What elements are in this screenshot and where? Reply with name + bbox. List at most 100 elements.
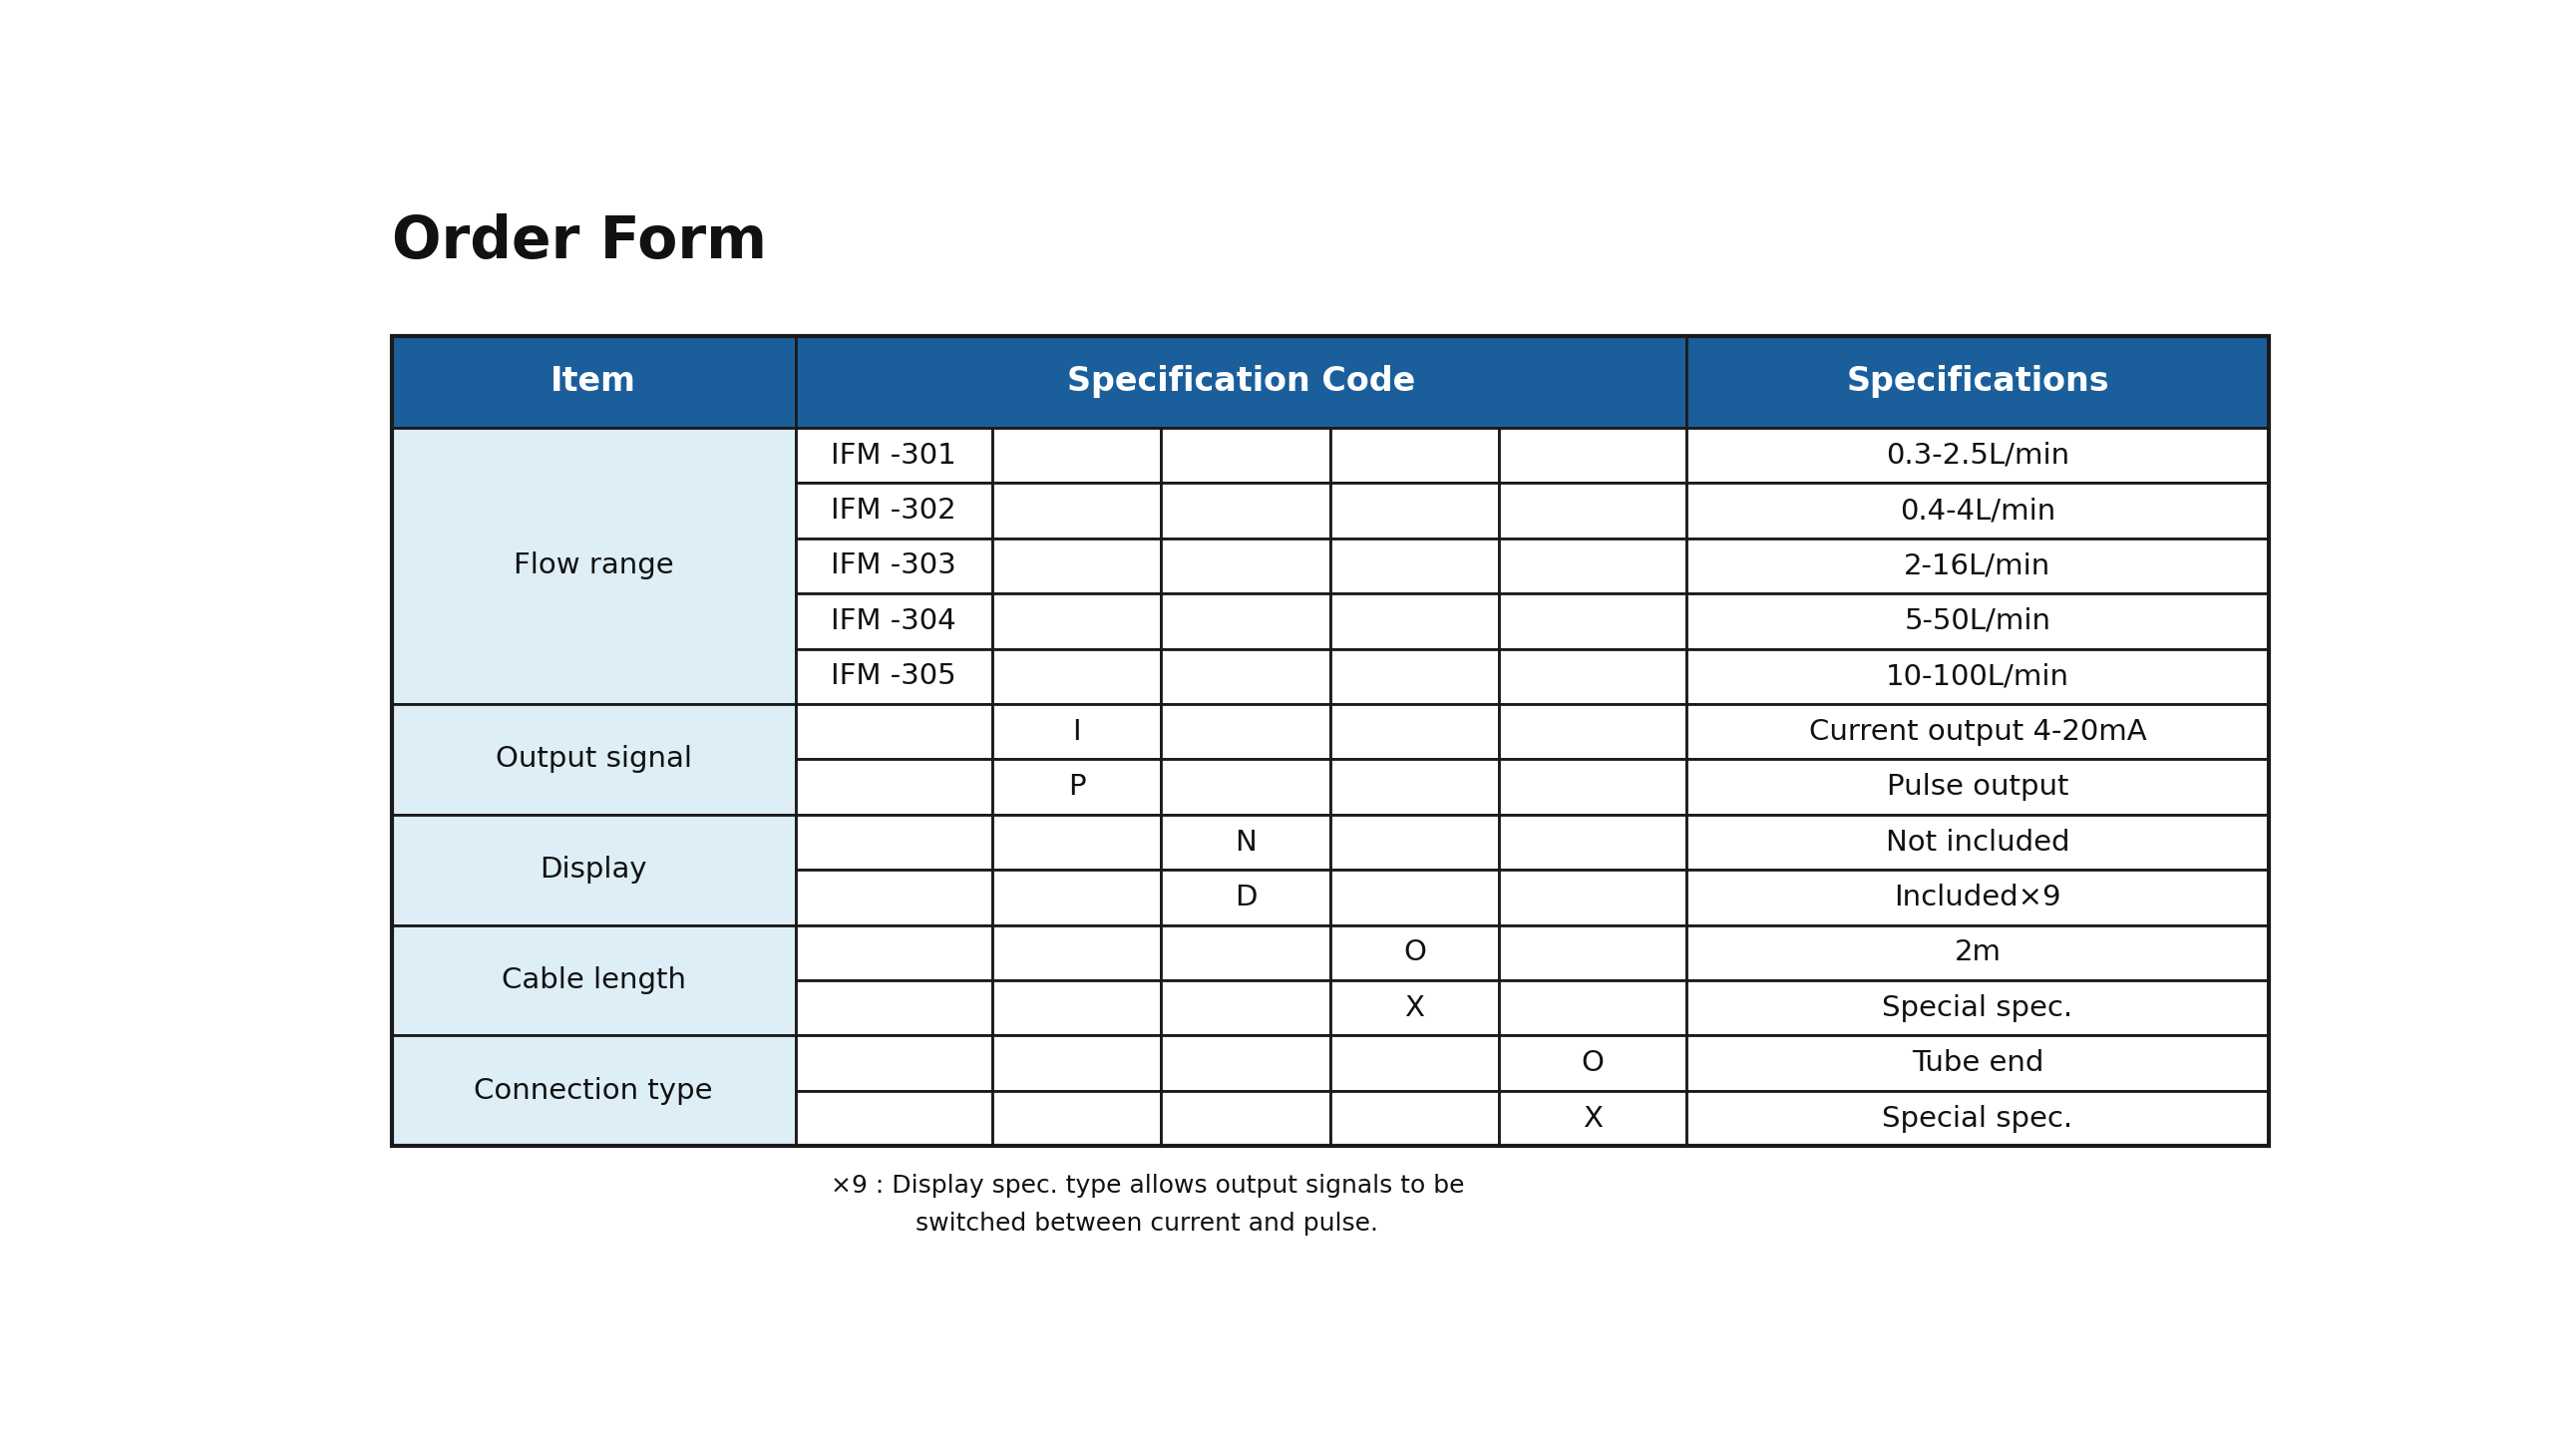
- Bar: [796, 981, 992, 1036]
- Bar: [1687, 814, 2269, 869]
- Text: Special spec.: Special spec.: [1883, 994, 2074, 1022]
- Text: Output signal: Output signal: [495, 746, 693, 773]
- Bar: [1329, 869, 1499, 926]
- Text: 10-100L/min: 10-100L/min: [1886, 663, 2069, 691]
- Bar: [1499, 483, 1687, 538]
- Bar: [992, 926, 1162, 981]
- Text: 2-16L/min: 2-16L/min: [1904, 551, 2050, 580]
- Bar: [392, 428, 796, 704]
- Bar: [1687, 1036, 2269, 1091]
- Bar: [1499, 814, 1687, 869]
- Bar: [1499, 759, 1687, 814]
- Bar: [1499, 428, 1687, 483]
- Bar: [796, 593, 992, 649]
- Bar: [392, 1036, 796, 1146]
- Text: Tube end: Tube end: [1911, 1049, 2043, 1077]
- Text: 5-50L/min: 5-50L/min: [1904, 607, 2050, 636]
- Bar: [1162, 428, 1329, 483]
- Bar: [1329, 704, 1499, 759]
- Bar: [1162, 869, 1329, 926]
- Text: Special spec.: Special spec.: [1883, 1104, 2074, 1132]
- Bar: [392, 704, 796, 814]
- Bar: [1329, 981, 1499, 1036]
- Bar: [1162, 649, 1329, 704]
- Bar: [1499, 649, 1687, 704]
- Bar: [1499, 981, 1687, 1036]
- Bar: [1162, 704, 1329, 759]
- Bar: [992, 649, 1162, 704]
- Bar: [796, 337, 1687, 428]
- Bar: [1162, 981, 1329, 1036]
- Text: Flow range: Flow range: [513, 551, 675, 580]
- Text: X: X: [1404, 994, 1425, 1022]
- Text: Cable length: Cable length: [502, 966, 685, 994]
- Bar: [1687, 428, 2269, 483]
- Bar: [1329, 428, 1499, 483]
- Text: 2m: 2m: [1955, 939, 2002, 966]
- Text: I: I: [1072, 718, 1082, 746]
- Text: Display: Display: [541, 856, 647, 884]
- Bar: [1687, 704, 2269, 759]
- Bar: [1162, 593, 1329, 649]
- Bar: [1687, 926, 2269, 981]
- Bar: [796, 428, 992, 483]
- Text: D: D: [1234, 884, 1257, 911]
- Bar: [992, 981, 1162, 1036]
- Bar: [1687, 1091, 2269, 1146]
- Bar: [1329, 926, 1499, 981]
- Text: 0.4-4L/min: 0.4-4L/min: [1899, 496, 2056, 525]
- Text: ×9 : Display spec. type allows output signals to be
switched between current and: ×9 : Display spec. type allows output si…: [829, 1174, 1463, 1235]
- Text: 0.3-2.5L/min: 0.3-2.5L/min: [1886, 441, 2069, 469]
- Text: IFM -301: IFM -301: [832, 441, 956, 469]
- Bar: [992, 483, 1162, 538]
- Bar: [1329, 538, 1499, 593]
- Bar: [796, 814, 992, 869]
- Bar: [1687, 869, 2269, 926]
- Bar: [992, 704, 1162, 759]
- Bar: [392, 337, 2269, 1146]
- Bar: [392, 337, 796, 428]
- Bar: [1162, 814, 1329, 869]
- Bar: [992, 428, 1162, 483]
- Bar: [992, 869, 1162, 926]
- Bar: [1329, 814, 1499, 869]
- Bar: [1499, 593, 1687, 649]
- Text: Item: Item: [551, 366, 636, 399]
- Text: Specification Code: Specification Code: [1066, 366, 1414, 399]
- Bar: [1162, 483, 1329, 538]
- Bar: [1499, 1091, 1687, 1146]
- Bar: [992, 759, 1162, 814]
- Bar: [1499, 538, 1687, 593]
- Text: Specifications: Specifications: [1847, 366, 2110, 399]
- Bar: [392, 814, 796, 926]
- Bar: [1687, 538, 2269, 593]
- Text: P: P: [1069, 773, 1084, 801]
- Text: Connection type: Connection type: [474, 1077, 714, 1104]
- Bar: [796, 1091, 992, 1146]
- Text: IFM -303: IFM -303: [832, 551, 956, 580]
- Bar: [1329, 1036, 1499, 1091]
- Text: Order Form: Order Form: [392, 213, 768, 270]
- Bar: [796, 759, 992, 814]
- Bar: [1687, 649, 2269, 704]
- Bar: [1329, 483, 1499, 538]
- Bar: [992, 814, 1162, 869]
- Bar: [1499, 704, 1687, 759]
- Text: Included×9: Included×9: [1893, 884, 2061, 911]
- Bar: [796, 483, 992, 538]
- Bar: [796, 926, 992, 981]
- Bar: [1499, 926, 1687, 981]
- Bar: [1162, 1036, 1329, 1091]
- Bar: [392, 926, 796, 1036]
- Bar: [1162, 538, 1329, 593]
- Text: IFM -304: IFM -304: [832, 607, 956, 636]
- Bar: [1162, 1091, 1329, 1146]
- Bar: [992, 1036, 1162, 1091]
- Bar: [1162, 759, 1329, 814]
- Bar: [1499, 869, 1687, 926]
- Bar: [992, 538, 1162, 593]
- Bar: [796, 704, 992, 759]
- Bar: [1687, 593, 2269, 649]
- Bar: [1687, 759, 2269, 814]
- Bar: [1329, 759, 1499, 814]
